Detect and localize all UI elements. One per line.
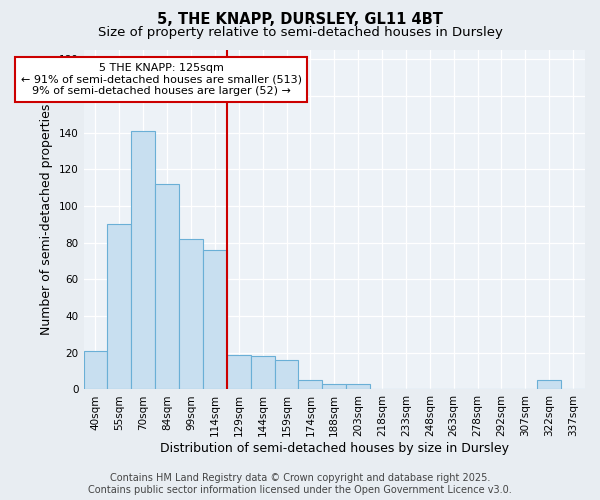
Bar: [537, 380, 561, 390]
Text: 5 THE KNAPP: 125sqm
← 91% of semi-detached houses are smaller (513)
9% of semi-d: 5 THE KNAPP: 125sqm ← 91% of semi-detach…: [20, 63, 302, 96]
Y-axis label: Number of semi-detached properties: Number of semi-detached properties: [40, 104, 53, 336]
Text: Size of property relative to semi-detached houses in Dursley: Size of property relative to semi-detach…: [98, 26, 502, 39]
Bar: [322, 384, 346, 390]
Bar: [131, 130, 155, 390]
Bar: [203, 250, 227, 390]
X-axis label: Distribution of semi-detached houses by size in Dursley: Distribution of semi-detached houses by …: [160, 442, 509, 455]
Bar: [227, 354, 251, 390]
Bar: [155, 184, 179, 390]
Bar: [251, 356, 275, 390]
Bar: [298, 380, 322, 390]
Bar: [179, 239, 203, 390]
Bar: [275, 360, 298, 390]
Text: Contains HM Land Registry data © Crown copyright and database right 2025.
Contai: Contains HM Land Registry data © Crown c…: [88, 474, 512, 495]
Bar: [107, 224, 131, 390]
Bar: [346, 384, 370, 390]
Bar: [83, 351, 107, 390]
Text: 5, THE KNAPP, DURSLEY, GL11 4BT: 5, THE KNAPP, DURSLEY, GL11 4BT: [157, 12, 443, 28]
